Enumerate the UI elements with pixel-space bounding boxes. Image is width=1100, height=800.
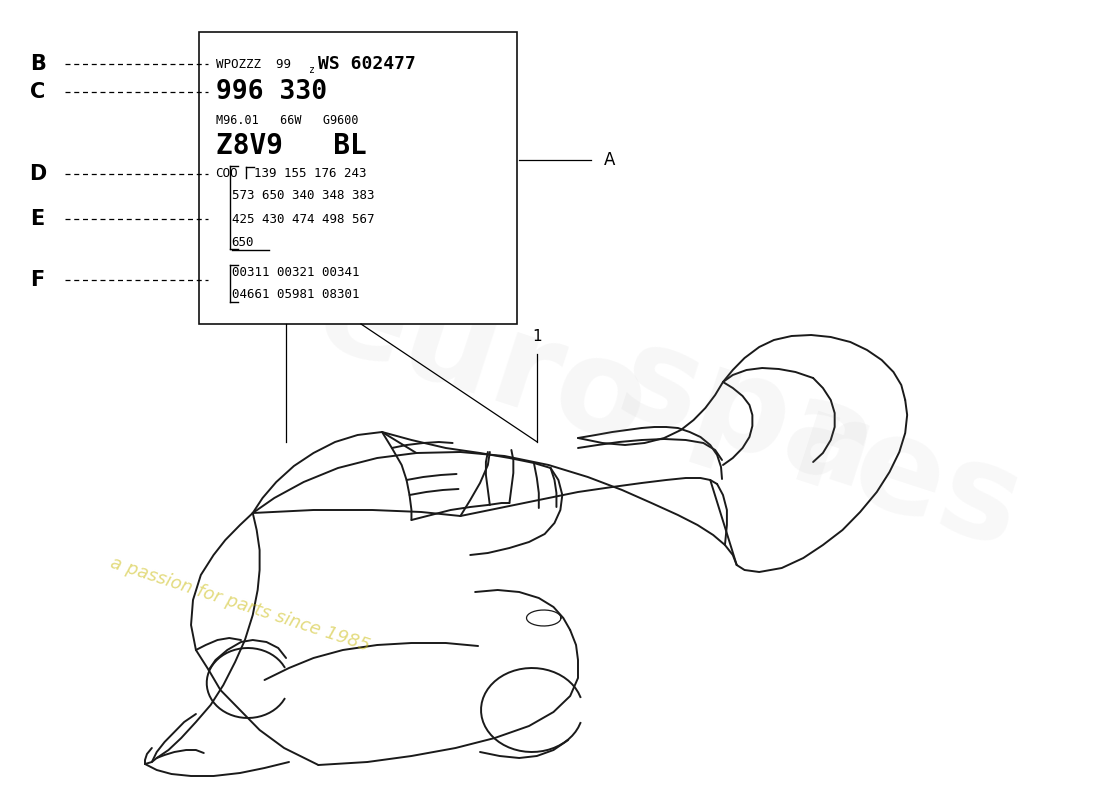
Text: C: C (30, 82, 45, 102)
Text: 996 330: 996 330 (216, 79, 327, 105)
Bar (199, 32, 517, 324)
Text: F: F (31, 270, 45, 290)
Text: 04661 05981 08301: 04661 05981 08301 (232, 288, 360, 301)
Text: 00311 00321 00341: 00311 00321 00341 (232, 266, 360, 278)
Text: z: z (309, 65, 316, 74)
Text: Z8V9   BL: Z8V9 BL (216, 131, 366, 160)
Text: res: res (776, 383, 1037, 577)
Text: A: A (604, 151, 615, 169)
Text: M96.01   66W   G9600: M96.01 66W G9600 (216, 114, 358, 126)
Text: spa: spa (604, 315, 892, 517)
Text: D: D (29, 164, 46, 184)
Text: B: B (30, 54, 46, 74)
Text: COO: COO (216, 167, 238, 180)
Text: 1: 1 (531, 329, 541, 344)
Text: 139 155 176 243: 139 155 176 243 (254, 167, 366, 180)
Text: a passion for parts since 1985: a passion for parts since 1985 (108, 554, 372, 654)
Text: euro: euro (301, 247, 663, 473)
Text: E: E (31, 210, 45, 230)
Text: WPOZZZ  99: WPOZZZ 99 (216, 58, 290, 70)
Text: 425 430 474 498 567: 425 430 474 498 567 (232, 213, 374, 226)
Text: 573 650 340 348 383: 573 650 340 348 383 (232, 189, 374, 202)
Text: 650: 650 (232, 236, 254, 249)
Text: WS 602477: WS 602477 (318, 55, 416, 73)
